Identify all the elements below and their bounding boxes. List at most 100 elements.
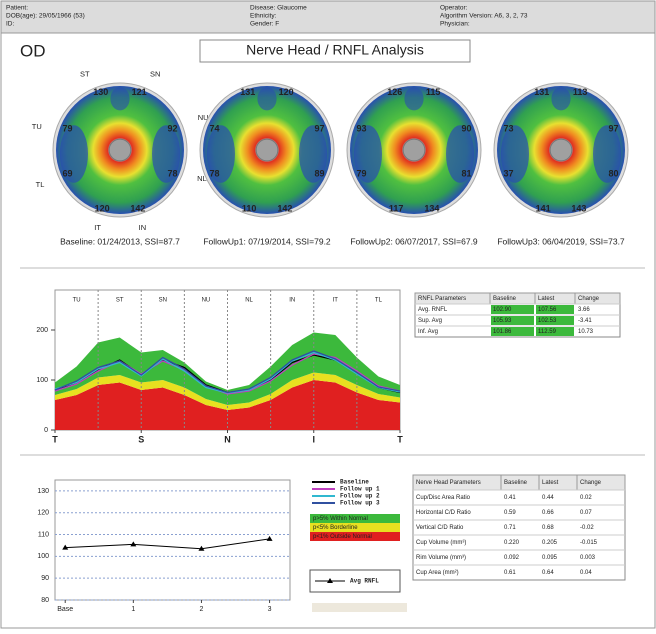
report: OD Nerve Head / RNFL Analysis Patient:DO… bbox=[0, 0, 656, 629]
x-tick-label: 3 bbox=[268, 606, 272, 613]
table-cell: 0.003 bbox=[580, 555, 596, 561]
sector-value: 131 bbox=[534, 87, 549, 97]
sector-value: 134 bbox=[424, 203, 439, 213]
optic-disc bbox=[403, 139, 425, 161]
table-cell: 0.44 bbox=[542, 495, 554, 501]
sector-value: 78 bbox=[167, 169, 177, 179]
table-cell: 101.86 bbox=[493, 329, 512, 335]
sector-label: SN bbox=[159, 298, 167, 304]
y-tick-label: 110 bbox=[38, 531, 49, 538]
table-cell: 0.61 bbox=[504, 570, 516, 576]
sector-value: 142 bbox=[130, 203, 145, 213]
legend-label: Follow up 3 bbox=[340, 500, 380, 507]
table-cell: Latest bbox=[538, 296, 555, 302]
header-field: Algorithm Version: A6, 3, 2, 73 bbox=[440, 13, 528, 20]
y-tick-label: 120 bbox=[37, 510, 49, 517]
sector-label: ST bbox=[80, 69, 90, 78]
sector-value: 117 bbox=[389, 203, 404, 213]
sector-value: 97 bbox=[314, 123, 324, 133]
legend-label: p>5% Within Normal bbox=[313, 516, 368, 522]
sector-value: 90 bbox=[461, 123, 471, 133]
sector-value: 131 bbox=[240, 87, 255, 97]
map-caption: FollowUp3: 06/04/2019, SSI=73.7 bbox=[497, 236, 625, 246]
table-cell: Baseline bbox=[504, 480, 528, 486]
x-tick-label: T bbox=[397, 434, 403, 444]
header-field: DOB(age): 29/05/1966 (53) bbox=[6, 13, 85, 20]
sector-value: 73 bbox=[504, 123, 514, 133]
legend-label: Follow up 2 bbox=[340, 493, 380, 500]
header-bar bbox=[1, 1, 655, 33]
table-cell: 0.07 bbox=[580, 510, 592, 516]
sector-value: 80 bbox=[608, 169, 618, 179]
y-tick-label: 90 bbox=[41, 575, 49, 582]
table-cell: 0.095 bbox=[542, 555, 558, 561]
legend-label: p<1% Outside Normal bbox=[313, 534, 372, 540]
sector-value: 78 bbox=[210, 169, 220, 179]
x-tick-label: 1 bbox=[131, 606, 135, 613]
sector-value: 121 bbox=[132, 87, 147, 97]
sector-value: 69 bbox=[63, 169, 73, 179]
y-tick-label: 100 bbox=[36, 377, 48, 384]
table-cell: Horizontal C/D Ratio bbox=[416, 510, 471, 516]
table-cell: 0.02 bbox=[580, 495, 592, 501]
x-tick-label: I bbox=[312, 434, 315, 444]
y-tick-label: 80 bbox=[41, 597, 49, 604]
sector-value: 142 bbox=[277, 203, 292, 213]
table-cell: 0.205 bbox=[542, 540, 558, 546]
header-field: Ethnicity: bbox=[250, 13, 277, 20]
table-cell: 112.59 bbox=[538, 329, 557, 335]
table-cell: 0.71 bbox=[504, 525, 516, 531]
table-cell: 0.59 bbox=[504, 510, 516, 516]
sector-value: 120 bbox=[279, 87, 294, 97]
table-cell: Vertical C/D Ratio bbox=[416, 525, 464, 531]
sector-label: TU bbox=[32, 122, 42, 131]
sector-label: TL bbox=[375, 298, 383, 304]
legend-label: Avg RNFL bbox=[350, 578, 379, 585]
sector-label: SN bbox=[150, 69, 160, 78]
sector-value: 143 bbox=[571, 203, 586, 213]
table-cell: Baseline bbox=[493, 296, 517, 302]
sector-label: IN bbox=[139, 223, 147, 232]
sector-value: 93 bbox=[357, 123, 367, 133]
x-tick-label: S bbox=[138, 434, 144, 444]
table-cell: Change bbox=[580, 480, 602, 486]
table-cell: 102.53 bbox=[538, 318, 557, 324]
sector-label: ST bbox=[116, 298, 124, 304]
sector-value: 74 bbox=[210, 123, 220, 133]
sector-label: IT bbox=[333, 298, 339, 304]
table-cell: Sup. Avg bbox=[418, 318, 442, 324]
sector-label: NL bbox=[245, 298, 253, 304]
sector-label: IT bbox=[94, 223, 101, 232]
sector-value: 115 bbox=[426, 87, 441, 97]
sector-value: 79 bbox=[357, 169, 367, 179]
table-cell: 0.66 bbox=[542, 510, 554, 516]
optic-disc bbox=[550, 139, 572, 161]
table-cell: -0.02 bbox=[580, 525, 594, 531]
header-field: ID: bbox=[6, 21, 15, 28]
table-cell: 107.56 bbox=[538, 307, 557, 313]
table-cell: Rim Volume (mm³) bbox=[416, 555, 466, 561]
x-tick-label: Base bbox=[57, 606, 73, 613]
table-cell: Latest bbox=[542, 480, 559, 486]
header-field: Patient: bbox=[6, 5, 28, 12]
blank-field bbox=[312, 603, 407, 612]
y-tick-label: 0 bbox=[44, 427, 48, 434]
table-cell: 0.04 bbox=[580, 570, 592, 576]
thin-zone bbox=[110, 87, 129, 110]
sector-value: 81 bbox=[461, 169, 471, 179]
table-cell: 0.64 bbox=[542, 570, 554, 576]
sector-value: 120 bbox=[95, 203, 110, 213]
table-cell: Nerve Head Parameters bbox=[416, 480, 481, 486]
legend-label: p<5% Borderline bbox=[313, 525, 358, 531]
x-tick-label: T bbox=[52, 434, 58, 444]
map-caption: FollowUp1: 07/19/2014, SSI=79.2 bbox=[203, 236, 331, 246]
table-cell: 10.73 bbox=[578, 329, 594, 335]
sector-value: 79 bbox=[63, 123, 73, 133]
sector-value: 97 bbox=[608, 123, 618, 133]
table-cell: -3.41 bbox=[578, 318, 592, 324]
table-cell: Cup/Disc Area Ratio bbox=[416, 495, 471, 501]
y-tick-label: 130 bbox=[37, 488, 49, 495]
header-field: Physician: bbox=[440, 21, 470, 28]
table-cell: 0.68 bbox=[542, 525, 554, 531]
eye-label: OD bbox=[20, 41, 46, 60]
